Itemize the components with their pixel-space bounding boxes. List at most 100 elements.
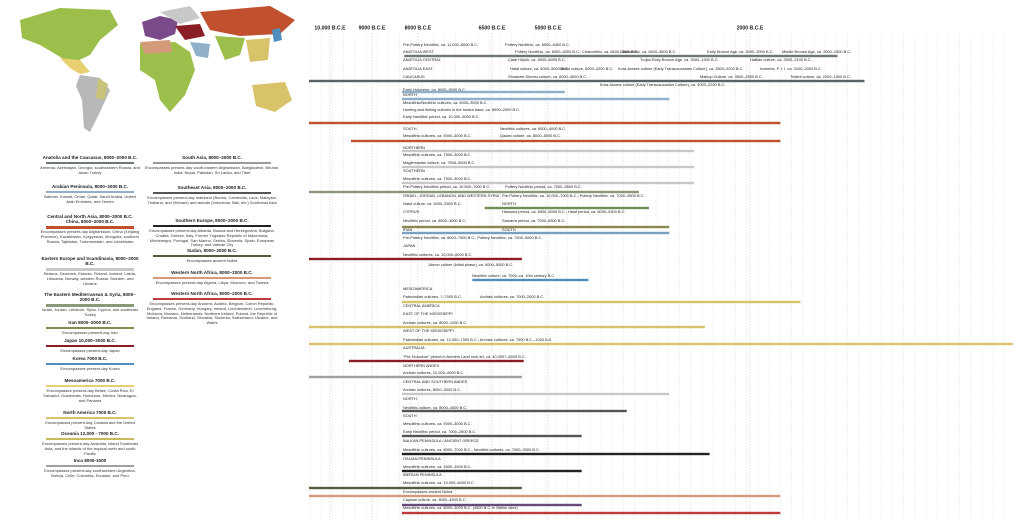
period-label: Kura-Araxes culture (Early Transcaucasia…	[600, 82, 725, 87]
legend-title: Japan 10,000–2000 B.C.	[64, 338, 116, 343]
legend-title: Arabian Peninsula, 8000–2000 B.C.	[51, 184, 129, 189]
legend-title: Western North Africa, 8000–2000 B.C.	[171, 291, 253, 296]
period-bar	[484, 206, 649, 210]
legend-entry: South Asia, 8000–2000 B.C. Encompasses pr…	[145, 155, 280, 176]
legend-title: Sudan, 8000–2000 B.C.	[186, 248, 238, 253]
period-label: Trojan Early Bronze Age, ca. 3000–1900 B…	[640, 57, 719, 62]
period-label: Ubaid culture, 5000–4200 B.C.	[560, 66, 613, 71]
legend-swatch	[46, 416, 134, 420]
period-label: Mesolithic cultures, ca. 2600–1500 B.C.	[403, 464, 472, 469]
legend-swatch	[152, 254, 272, 258]
legend-entry: Mesoamerica 7000 B.C. Encompasses present…	[40, 378, 140, 403]
period-label: Chalcolithic, ca. 6400–3800 B.C.	[620, 49, 676, 54]
legend-entry: Southeast Asia, 8000–2000 B.C. Encompasse…	[145, 185, 280, 206]
legend-description: Encompasses ancient Nubia	[186, 257, 238, 263]
legend-swatch	[46, 326, 134, 330]
period-bar	[309, 494, 781, 498]
legend-description: Encompasses present-day Canada and the U…	[45, 419, 135, 430]
legend-entry: Arabian Peninsula, 8000–2000 B.C. Bahrain…	[40, 184, 140, 205]
legend-title: Inca 8000-1000	[73, 458, 107, 463]
period-bar	[348, 359, 524, 363]
legend-title: Western North Africa, 8000–2000 B.C.	[171, 270, 253, 275]
tick-label: 10,000 B.C.E	[314, 25, 346, 31]
map-southeast-asia	[246, 38, 270, 62]
period-label: Early Neolithic period, ca. 10,000–5000 …	[403, 114, 480, 119]
legend-entry: Eastern Europe and Scandinavia, 8000–200…	[40, 256, 140, 287]
period-label: "Pre-Holocene" period in Arnhem Land roc…	[403, 354, 526, 359]
legend-entry: Korea 7000 B.C. Encompasses present-day K…	[40, 356, 140, 372]
period-bar	[401, 225, 670, 229]
period-label: Middle Bronze Age, ca. 2000–1500 B.C.	[782, 49, 851, 54]
legend-description: Encompasses present-day Korea	[60, 365, 120, 371]
period-label: Neolithic period, ca. 8500–3900 B.C.	[403, 218, 466, 223]
period-label: Pre-Pottery Neolithic period, ca. 10,500…	[403, 184, 490, 189]
period-bar	[309, 486, 522, 490]
period-label: ANATOLIA EAST	[403, 66, 434, 71]
legend-description: Belarus, Denmark, Estonia, Finland, Icel…	[43, 271, 137, 286]
legend-title: South Asia, 8000–2000 B.C.	[182, 155, 242, 160]
map-anatolia	[175, 24, 205, 40]
period-label: Qadan culture, ca. 8000–5000 B.C.	[500, 133, 561, 138]
period-label: Archaic cultures, ca. 8000–1000 B.C.	[403, 320, 467, 325]
period-label: ITALIAN PENINSULA	[403, 456, 441, 461]
legend-entry: Western North Africa, 8000–2000 B.C. Enco…	[145, 270, 280, 286]
legend-entry: Central and North Asia, 8000–2000 B.C. C…	[40, 214, 140, 245]
legend-swatch	[46, 161, 134, 165]
legend-title: Mesoamerica 7000 B.C.	[64, 378, 116, 383]
period-label: Paleoindian cultures, ?–7000 B.C.	[403, 294, 462, 299]
legend-swatch	[152, 297, 272, 301]
map-arabia	[190, 42, 210, 58]
period-bar	[404, 54, 838, 58]
legend-entry: Inca 8000-1000 Encompasses present-day so…	[40, 458, 140, 479]
period-label: Mesolithic cultures, ca. 8000–7000 B.C.;…	[403, 447, 540, 452]
legend-title: Anatolia and the Caucasus, 8000–2000 B.C…	[42, 155, 138, 160]
period-label: BALKAN PENINSULA / ANCIENT GREECE	[403, 438, 479, 443]
legend-swatch	[46, 344, 134, 348]
period-label: Mesolithic cultures, ca. 7500–3000 B.C.	[403, 176, 472, 181]
map-north-africa	[140, 40, 172, 54]
legend-description: Encompasses present-day Belize, Costa Ri…	[43, 387, 137, 403]
period-label: ISRAEL, JORDAN, LEBANON, AND WESTERN SYR…	[403, 193, 500, 198]
period-label: Samarra period, ca. 7000–6300 B.C.	[502, 218, 565, 223]
period-label: Hunting and fishing cultures in the tund…	[403, 107, 520, 112]
period-bar	[401, 392, 670, 396]
period-label: Maglemosian culture, ca. 7500–5600 B.C.	[403, 160, 475, 165]
legend-swatch	[46, 190, 134, 194]
legend-entry: Anatolia and the Caucasus, 8000–2000 B.C…	[40, 155, 140, 176]
period-label: Shulaveri-Shomu culture, ca. 6000–4000 B…	[508, 74, 587, 79]
legend-entry: Sudan, 8000–2000 B.C. Encompasses ancient…	[145, 248, 280, 264]
period-label: MESOAMERICA	[403, 286, 433, 291]
legend-description: Encompasses present-day Afghanistan, Chi…	[40, 229, 140, 244]
period-bar	[401, 97, 670, 101]
legend-title: Eastern Europe and Scandinavia, 8000–200…	[41, 256, 139, 267]
period-label: Mesolithic cultures, ca. 10,000–6000 B.C…	[403, 480, 475, 485]
period-label: Hattian culture, ca. 2500–2100 B.C.	[750, 57, 812, 62]
map-mesoamerica	[60, 58, 90, 74]
legend-entry: Oceania 12,000 - 7000 B.C. Encompasses pr…	[40, 431, 140, 456]
legend-description: Encompasses present-day Japan	[60, 347, 120, 353]
period-label: Early Neolithic period, ca. 7000–2800 B.…	[403, 429, 476, 434]
period-bar	[472, 278, 589, 282]
tick-label: 2000 B.C.E	[737, 25, 764, 31]
period-label: Encompasses ancient Nubia	[403, 489, 453, 494]
period-bar	[309, 257, 522, 261]
legend-entry: North America 7000 B.C. Encompasses prese…	[40, 410, 140, 431]
map-andes	[96, 78, 108, 100]
period-label: Pre-Pottery Neolithic, ca. 11,000–6000 B…	[403, 42, 478, 47]
period-bar	[309, 79, 865, 83]
period-label: Pre-Pottery Neolithic, ca. 10,000–7000 B…	[502, 193, 645, 198]
period-label: CYPRUS	[403, 209, 420, 214]
map-africa	[140, 42, 195, 112]
legend-swatch	[152, 191, 272, 195]
legend-swatch	[152, 224, 272, 228]
period-label: ANATOLIA CENTRAL	[403, 57, 442, 62]
period-label: SOUTH	[403, 126, 417, 131]
legend-swatch	[46, 437, 134, 441]
legend-title: The Eastern Mediterranean & Syria, 8000–…	[44, 292, 136, 303]
legend-title: Central and North Asia, 8000–2000 B.C. C…	[47, 214, 133, 225]
period-label: Archaic cultures, ca. 7000–2000 B.C.	[480, 294, 544, 299]
legend-swatch	[46, 362, 134, 366]
period-label: IRAN	[403, 227, 412, 232]
